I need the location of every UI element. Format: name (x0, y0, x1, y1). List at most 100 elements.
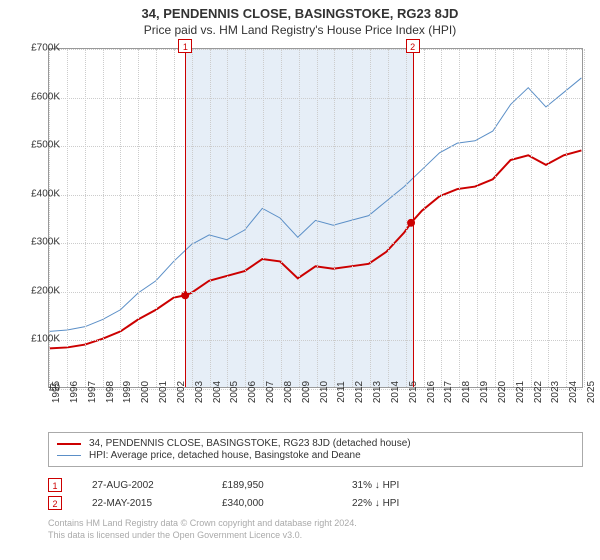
event-marker-badge: 2 (406, 39, 420, 53)
gridline-vertical (227, 49, 228, 387)
x-tick-label: 1998 (105, 381, 116, 403)
y-tick-label: £100K (16, 334, 60, 345)
y-tick-label: £600K (16, 91, 60, 102)
x-tick-label: 2005 (229, 381, 240, 403)
y-tick-label: £200K (16, 285, 60, 296)
gridline-vertical (156, 49, 157, 387)
legend-label: 34, PENDENNIS CLOSE, BASINGSTOKE, RG23 8… (89, 438, 411, 449)
gridline-horizontal (49, 146, 582, 147)
legend-row: 34, PENDENNIS CLOSE, BASINGSTOKE, RG23 8… (57, 438, 574, 449)
event-table-row: 2 22-MAY-2015 £340,000 22% ↓ HPI (48, 496, 583, 510)
gridline-vertical (566, 49, 567, 387)
gridline-vertical (495, 49, 496, 387)
legend-swatch-blue (57, 455, 81, 456)
titles: 34, PENDENNIS CLOSE, BASINGSTOKE, RG23 8… (0, 0, 600, 37)
gridline-vertical (263, 49, 264, 387)
x-tick-label: 1997 (87, 381, 98, 403)
gridline-horizontal (49, 98, 582, 99)
series-line-price_paid (50, 150, 582, 348)
x-tick-label: 2023 (550, 381, 561, 403)
event-num-badge: 2 (48, 496, 62, 510)
gridline-vertical (531, 49, 532, 387)
gridline-horizontal (49, 195, 582, 196)
x-tick-label: 2009 (301, 381, 312, 403)
x-tick-label: 1999 (122, 381, 133, 403)
x-tick-label: 2001 (158, 381, 169, 403)
event-marker-badge: 1 (178, 39, 192, 53)
gridline-vertical (120, 49, 121, 387)
y-tick-label: £700K (16, 43, 60, 54)
chart-subtitle: Price paid vs. HM Land Registry's House … (0, 23, 600, 37)
x-tick-label: 2019 (479, 381, 490, 403)
footer-line: This data is licensed under the Open Gov… (48, 530, 583, 542)
gridline-vertical (513, 49, 514, 387)
gridline-vertical (174, 49, 175, 387)
gridline-vertical (441, 49, 442, 387)
event-price: £340,000 (222, 498, 322, 509)
gridline-vertical (548, 49, 549, 387)
legend-label: HPI: Average price, detached house, Basi… (89, 450, 361, 461)
event-marker-dot (407, 219, 415, 227)
x-tick-label: 2003 (194, 381, 205, 403)
gridline-horizontal (49, 243, 582, 244)
event-marker-line (413, 41, 414, 387)
gridline-vertical (334, 49, 335, 387)
x-tick-label: 2021 (515, 381, 526, 403)
legend-row: HPI: Average price, detached house, Basi… (57, 450, 574, 461)
x-tick-label: 2011 (336, 381, 347, 403)
x-tick-label: 2002 (176, 381, 187, 403)
legend: 34, PENDENNIS CLOSE, BASINGSTOKE, RG23 8… (48, 432, 583, 467)
event-marker-line (185, 41, 186, 387)
x-tick-label: 2025 (586, 381, 597, 403)
x-tick-label: 2007 (265, 381, 276, 403)
gridline-vertical (388, 49, 389, 387)
x-tick-label: 2018 (461, 381, 472, 403)
x-tick-label: 2020 (497, 381, 508, 403)
gridline-vertical (317, 49, 318, 387)
x-tick-label: 2000 (140, 381, 151, 403)
x-tick-label: 2014 (390, 381, 401, 403)
x-tick-label: 2024 (568, 381, 579, 403)
gridline-horizontal (49, 49, 582, 50)
x-tick-label: 2017 (443, 381, 454, 403)
event-table-row: 1 27-AUG-2002 £189,950 31% ↓ HPI (48, 478, 583, 492)
event-delta: 22% ↓ HPI (352, 498, 452, 509)
gridline-vertical (352, 49, 353, 387)
series-line-hpi (50, 78, 582, 332)
gridline-vertical (138, 49, 139, 387)
gridline-vertical (477, 49, 478, 387)
gridline-vertical (459, 49, 460, 387)
event-date: 22-MAY-2015 (92, 498, 192, 509)
event-price: £189,950 (222, 480, 322, 491)
x-tick-label: 2010 (319, 381, 330, 403)
x-tick-label: 2015 (408, 381, 419, 403)
x-tick-label: 2022 (533, 381, 544, 403)
gridline-vertical (299, 49, 300, 387)
gridline-horizontal (49, 340, 582, 341)
y-tick-label: £500K (16, 140, 60, 151)
plot-svg (49, 49, 582, 387)
chart-title-address: 34, PENDENNIS CLOSE, BASINGSTOKE, RG23 8… (0, 6, 600, 21)
gridline-vertical (245, 49, 246, 387)
x-tick-label: 1995 (51, 381, 62, 403)
event-delta: 31% ↓ HPI (352, 480, 452, 491)
gridline-vertical (85, 49, 86, 387)
chart-container: 34, PENDENNIS CLOSE, BASINGSTOKE, RG23 8… (0, 0, 600, 560)
x-tick-label: 2016 (426, 381, 437, 403)
x-tick-label: 2013 (372, 381, 383, 403)
plot-area: 12 (48, 48, 583, 388)
x-tick-label: 2012 (354, 381, 365, 403)
y-tick-label: £300K (16, 237, 60, 248)
gridline-horizontal (49, 292, 582, 293)
gridline-vertical (192, 49, 193, 387)
event-num-badge: 1 (48, 478, 62, 492)
gridline-vertical (281, 49, 282, 387)
x-tick-label: 2006 (247, 381, 258, 403)
footer-attribution: Contains HM Land Registry data © Crown c… (48, 518, 583, 541)
gridline-vertical (584, 49, 585, 387)
gridline-vertical (406, 49, 407, 387)
events-table: 1 27-AUG-2002 £189,950 31% ↓ HPI 2 22-MAY-201… (48, 474, 583, 514)
gridline-vertical (210, 49, 211, 387)
gridline-vertical (67, 49, 68, 387)
event-date: 27-AUG-2002 (92, 480, 192, 491)
